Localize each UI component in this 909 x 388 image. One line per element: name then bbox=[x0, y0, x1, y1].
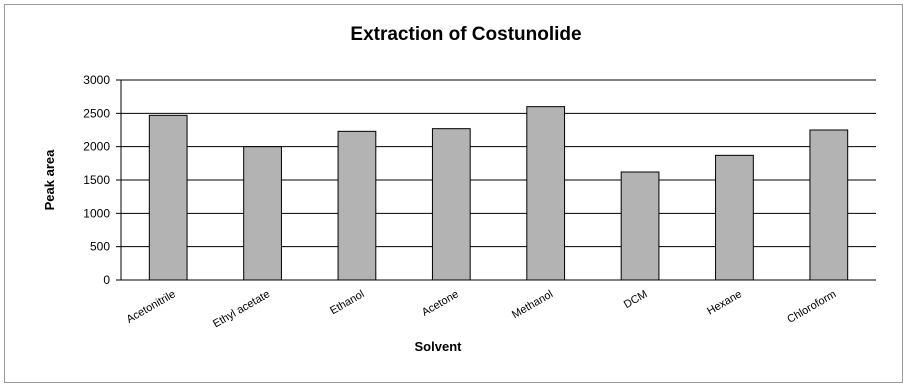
bar-methanol bbox=[526, 106, 566, 281]
x-tick-label: Ethanol bbox=[328, 288, 366, 317]
bar-ethanol bbox=[337, 130, 377, 281]
y-tick-label: 2000 bbox=[83, 140, 110, 154]
bars bbox=[148, 106, 849, 281]
x-tick-label: Ethyl acetate bbox=[211, 288, 272, 330]
x-tick-label: DCM bbox=[622, 288, 650, 311]
x-axis-label: Solvent bbox=[415, 339, 463, 354]
y-tick-label: 2500 bbox=[83, 106, 110, 120]
x-tick-label: Acetonitrile bbox=[125, 288, 178, 326]
bar-acetone bbox=[431, 128, 471, 281]
y-tick-label: 3000 bbox=[83, 73, 110, 87]
y-axis-label: Peak area bbox=[42, 149, 57, 210]
bar-acetonitrile bbox=[148, 114, 188, 281]
bar-dcm bbox=[620, 171, 660, 281]
x-tick-label: Methanol bbox=[510, 288, 555, 321]
y-tick-label: 1000 bbox=[83, 206, 110, 220]
x-tick-label: Hexane bbox=[705, 288, 744, 317]
y-tick-label: 1500 bbox=[83, 173, 110, 187]
x-tick-label: Chloroform bbox=[785, 288, 838, 326]
chart-title: Extraction of Costunolide bbox=[350, 24, 581, 45]
y-tick-label: 0 bbox=[103, 273, 110, 287]
bar-hexane bbox=[715, 154, 754, 281]
gridlines bbox=[116, 79, 876, 281]
x-tick-labels: Acetonitrile Ethyl acetate Ethanol Acetone M… bbox=[125, 288, 839, 330]
bar-ethyl-acetate bbox=[243, 146, 282, 281]
x-tick-label: Acetone bbox=[420, 288, 461, 319]
y-tick-labels: 0 500 1000 1500 2000 2500 3000 bbox=[83, 73, 110, 287]
y-tick-label: 500 bbox=[90, 240, 110, 254]
bar-chloroform bbox=[809, 129, 849, 281]
